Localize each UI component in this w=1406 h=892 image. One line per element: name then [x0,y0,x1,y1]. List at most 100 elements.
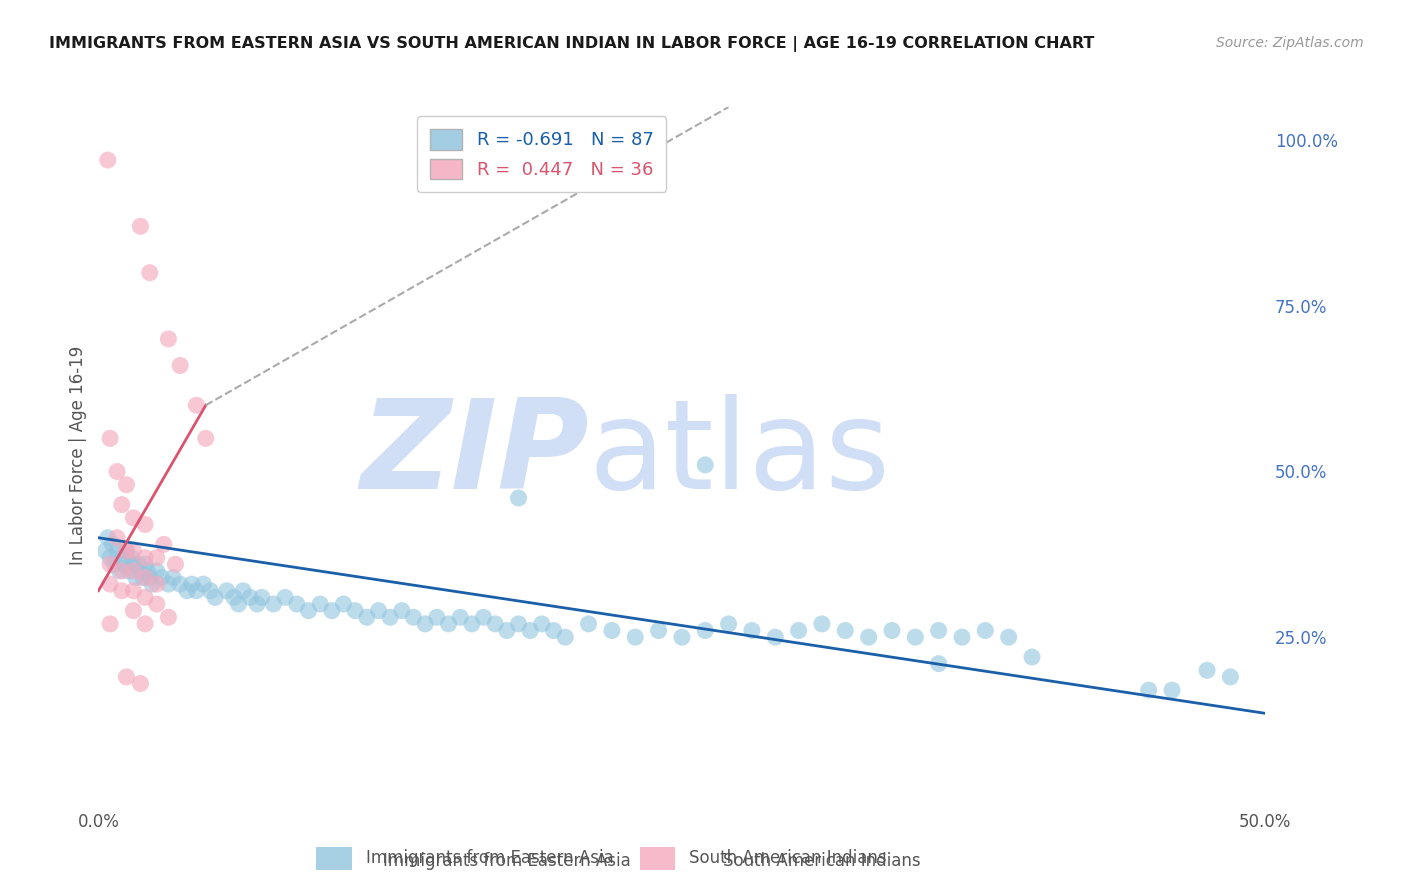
Text: South American Indians: South American Indians [723,852,921,870]
Point [157,332,180,346]
Point [134,570,156,584]
Point [105,531,128,545]
Point [134,616,156,631]
Point [717,616,740,631]
Point [122,564,145,578]
Text: ZIP: ZIP [360,394,589,516]
Point [1195,663,1218,677]
Point [111,498,134,512]
Text: Immigrants from Eastern Asia: Immigrants from Eastern Asia [366,849,613,867]
Point [129,219,152,234]
Point [120,550,142,565]
Point [402,610,425,624]
Point [194,431,217,445]
Point [94,544,117,558]
Point [695,624,717,638]
Point [519,624,541,638]
Point [165,558,187,572]
Point [858,630,880,644]
Point [104,558,127,572]
Point [105,465,128,479]
Point [262,597,284,611]
Point [332,597,354,611]
Point [112,558,135,572]
Point [391,604,413,618]
Point [157,577,180,591]
Point [508,491,530,505]
Text: IMMIGRANTS FROM EASTERN ASIA VS SOUTH AMERICAN INDIAN IN LABOR FORCE | AGE 16-19: IMMIGRANTS FROM EASTERN ASIA VS SOUTH AM… [49,36,1095,52]
Text: South American Indians: South American Indians [689,849,887,867]
Point [600,624,623,638]
Point [129,676,152,690]
Point [204,591,226,605]
Point [834,624,856,638]
Point [200,583,222,598]
Point [647,624,669,638]
Point [150,570,173,584]
Point [380,610,402,624]
Point [285,597,308,611]
Point [232,583,254,598]
Point [141,577,163,591]
Point [426,610,449,624]
Point [122,544,145,558]
Point [763,630,786,644]
Point [146,597,169,611]
Point [880,624,903,638]
Point [578,616,600,631]
Point [176,583,198,598]
Point [496,624,519,638]
Point [186,583,208,598]
Point [146,550,169,565]
Point [139,266,162,280]
Text: Source: ZipAtlas.com: Source: ZipAtlas.com [1216,36,1364,50]
Point [1137,683,1160,698]
Point [904,630,927,644]
Point [811,616,834,631]
Point [111,564,134,578]
Point [437,616,460,631]
Point [169,577,191,591]
Point [250,591,273,605]
Point [624,630,647,644]
Point [215,583,238,598]
Point [111,583,134,598]
Point [146,577,169,591]
Point [134,558,156,572]
Point [97,531,120,545]
Point [111,550,134,565]
Point [356,610,378,624]
Point [180,577,202,591]
Point [134,550,156,565]
Point [741,624,763,638]
Point [554,630,576,644]
Point [98,616,121,631]
Point [508,616,530,631]
Text: atlas: atlas [589,394,890,516]
Point [122,558,145,572]
Point [122,604,145,618]
Point [132,570,155,584]
Point [228,597,250,611]
Point [127,558,149,572]
Point [98,550,121,565]
Point [157,610,180,624]
Point [1161,683,1184,698]
Point [105,544,128,558]
Point [472,610,495,624]
Point [246,597,269,611]
Point [169,359,191,373]
Point [162,570,184,584]
Point [139,570,162,584]
Point [997,630,1019,644]
Point [101,537,124,551]
Point [928,657,950,671]
Point [297,604,319,618]
Point [186,398,208,412]
Point [671,630,693,644]
Point [122,583,145,598]
Point [115,477,138,491]
Point [787,624,810,638]
Point [367,604,389,618]
Point [98,558,121,572]
